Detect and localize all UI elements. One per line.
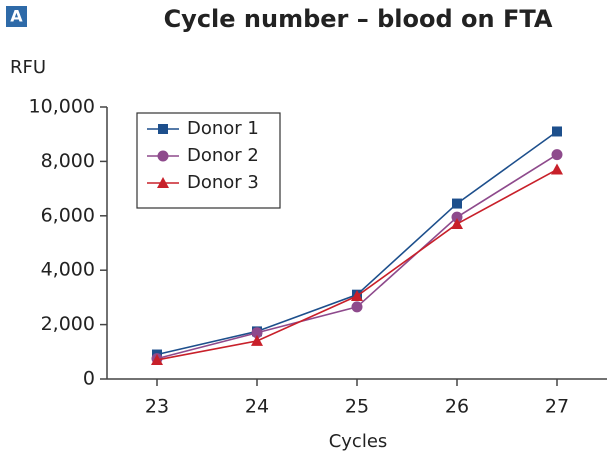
marker [151,353,163,365]
panel-label: A [10,7,23,26]
x-tick-label: 27 [545,396,569,418]
y-tick-label: 6,000 [41,204,95,226]
panel-badge [6,6,27,27]
marker [251,334,263,346]
legend-label: Donor 1 [187,118,259,139]
x-tick-label: 24 [245,396,269,418]
marker [551,163,563,175]
legend-label: Donor 2 [187,145,259,166]
x-tick-label: 26 [445,396,469,418]
x-tick-label: 23 [145,396,169,418]
x-tick-label: 25 [345,396,369,418]
marker [451,211,463,223]
marker [157,150,169,162]
y-axis-label: RFU [10,57,46,78]
y-tick-label: 8,000 [41,150,95,172]
marker [551,149,563,161]
marker [157,177,169,188]
marker [452,198,462,209]
marker [351,290,363,302]
marker [351,301,363,313]
y-tick-label: 10,000 [29,96,95,118]
marker [451,217,463,229]
marker [158,124,168,134]
y-tick-label: 2,000 [41,313,95,335]
marker [552,126,562,137]
y-tick-label: 4,000 [41,259,95,281]
chart-title: Cycle number – blood on FTA [164,5,553,33]
y-tick-label: 0 [83,368,95,390]
marker [251,327,263,339]
x-axis-label: Cycles [329,431,388,452]
legend-label: Donor 3 [187,172,259,193]
